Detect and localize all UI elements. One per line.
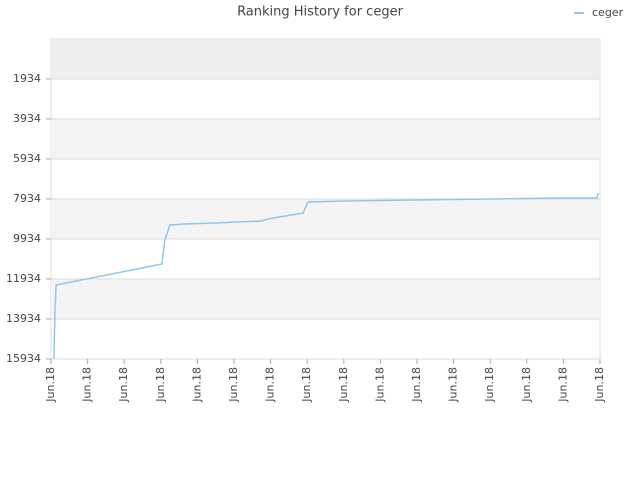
x-tick-label: Jun.18 [300,367,313,403]
y-tick-label: 5934 [13,152,41,165]
grid-band [51,39,600,79]
y-tick-label: 7934 [13,192,41,205]
x-tick-label: Jun.18 [44,367,57,403]
y-tick-label: 1934 [13,72,41,85]
x-tick-label: Jun.18 [264,367,277,403]
x-tick-label: Jun.18 [190,367,203,403]
x-tick-label: Jun.18 [227,367,240,403]
series-line [53,192,599,360]
x-tick-label: Jun.18 [154,367,167,403]
legend-label: ceger [592,6,624,19]
x-tick-label: Jun.18 [483,367,496,403]
x-tick-label: Jun.18 [337,367,350,403]
x-tick-label: Jun.18 [410,367,423,403]
y-tick-label: 13934 [6,312,41,325]
grid-band [51,279,600,319]
y-tick-label: 3934 [13,112,41,125]
y-tick-label: 9934 [13,232,41,245]
x-tick-label: Jun.18 [81,367,94,403]
grid-band [51,199,600,239]
y-tick-label: 11934 [6,272,41,285]
y-tick-label: 15934 [6,352,41,365]
x-tick-label: Jun.18 [556,367,569,403]
x-tick-label: Jun.18 [593,367,606,403]
x-tick-label: Jun.18 [373,367,386,403]
x-tick-label: Jun.18 [117,367,130,403]
x-tick-label: Jun.18 [520,367,533,403]
chart-title: Ranking History for ceger [237,5,404,20]
grid-band [51,119,600,159]
x-tick-label: Jun.18 [447,367,460,403]
